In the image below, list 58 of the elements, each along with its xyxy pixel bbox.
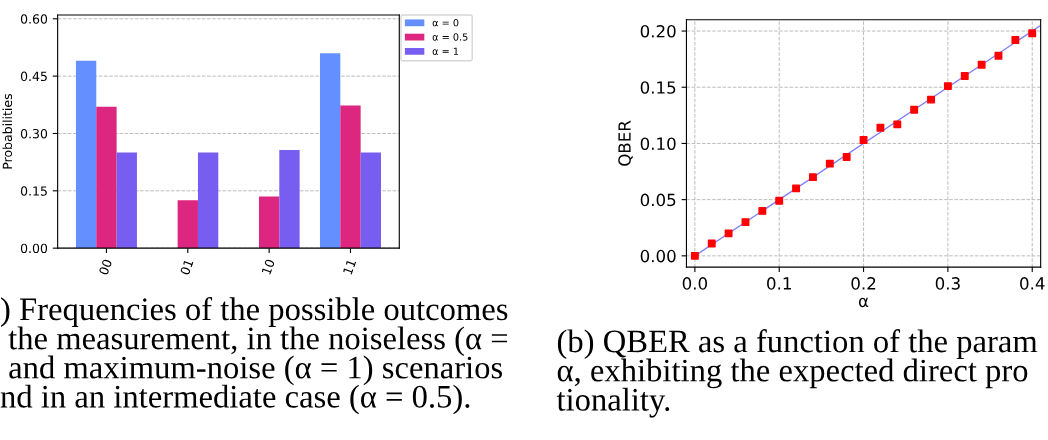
point: [859, 136, 868, 145]
bar: [75, 60, 97, 249]
x-tick-label: 01: [179, 259, 194, 276]
point: [775, 196, 784, 205]
point: [724, 229, 733, 238]
x-axis-title: α: [858, 297, 869, 308]
point: [893, 120, 902, 129]
legend-label: α = 1: [432, 47, 459, 55]
point: [741, 218, 750, 227]
bar: [197, 152, 219, 249]
bar: [319, 53, 341, 249]
y-tick-label: 0.00: [640, 249, 676, 263]
point: [1028, 29, 1037, 38]
x-tick-label: 11: [342, 259, 357, 275]
y-tick-label: 0.45: [20, 71, 47, 82]
bar: [116, 152, 137, 249]
point: [690, 251, 699, 260]
text: ) Frequencies of the possible outcomes the measurement, in the noiseless (α = and maximum-noise (α = 1) scenarios nd in an intermediate case (α = 0.5).: [0, 297, 508, 415]
y-tick-label: 0.15: [640, 81, 676, 94]
y-tick-label: 0.10: [640, 137, 676, 151]
point: [792, 184, 801, 193]
point: [927, 95, 935, 104]
point: [758, 206, 767, 215]
bar: [340, 105, 361, 249]
y-tick-label: 0.60: [20, 14, 48, 24]
point: [876, 123, 885, 132]
point: [825, 159, 834, 168]
legend-label: α = 0: [432, 19, 459, 27]
y-tick-label: 0.30: [20, 128, 48, 139]
x-tick-label: 10: [261, 258, 275, 275]
y-tick-label: 0.15: [20, 186, 47, 196]
x-tick-label: 0.3: [935, 277, 960, 290]
point: [808, 173, 817, 182]
bar: [360, 152, 381, 249]
bar: [177, 200, 198, 249]
bar: [96, 106, 117, 249]
x-tick-label: 0.2: [851, 277, 876, 290]
y-axis-title: QBER: [618, 120, 633, 166]
text: (b) QBER as a function of the param α, exhibiting the expected direct pro tionality.: [556, 329, 1038, 418]
bar: [279, 149, 300, 249]
x-tick-label: 0.1: [767, 277, 791, 290]
point: [960, 72, 969, 80]
y-tick-label: 0.00: [20, 243, 48, 254]
point: [910, 105, 919, 114]
point: [943, 82, 952, 91]
point: [707, 239, 716, 248]
y-tick-label: 0.05: [640, 193, 676, 207]
legend-label: α = 0.5: [432, 33, 468, 41]
x-tick-label: 0.4: [1020, 277, 1045, 290]
point: [994, 51, 1003, 60]
y-tick-label: 0.20: [640, 25, 676, 38]
x-tick-label: 0.0: [682, 277, 708, 290]
x-tick-label: 00: [98, 258, 113, 276]
y-axis-title: Probabilities: [2, 94, 13, 169]
bar: [258, 196, 280, 249]
point: [1011, 36, 1020, 44]
point: [842, 152, 851, 161]
point: [977, 60, 986, 69]
